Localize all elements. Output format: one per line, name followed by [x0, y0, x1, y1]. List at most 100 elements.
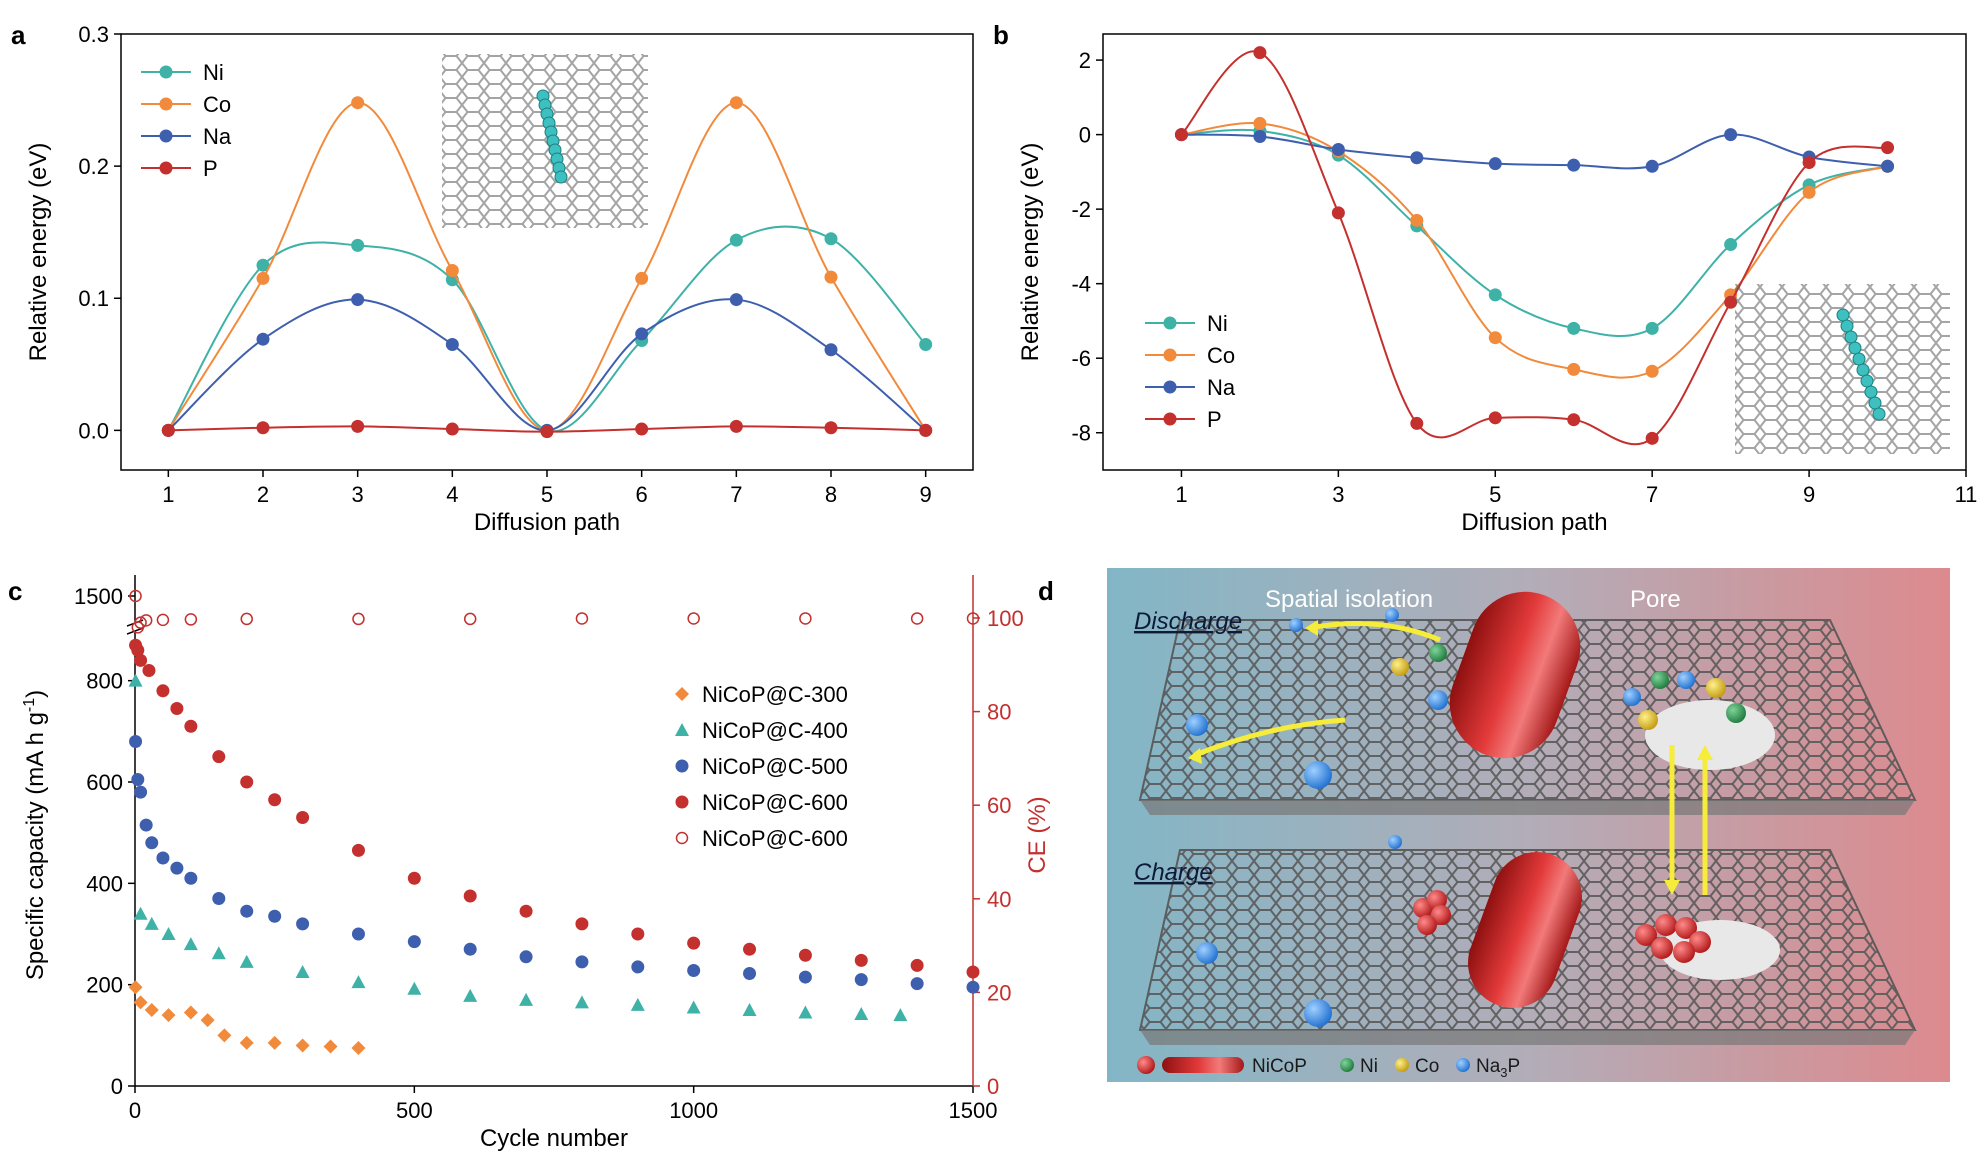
y-tick-label: 800 [86, 669, 123, 694]
data-point-nicop-c-600 [966, 612, 980, 625]
data-point-nicop-c-300 [295, 1038, 310, 1053]
data-point-nicop-c-400 [893, 1008, 908, 1022]
discharge-label: Discharge [1134, 608, 1242, 635]
diffusion-arrow [1194, 717, 1346, 758]
data-point-nicop-c-300 [267, 1035, 282, 1050]
data-point-nicop-c-500 [798, 970, 812, 984]
inset-atom [1840, 319, 1854, 333]
y-tick-label: -8 [1071, 421, 1091, 446]
legend-marker [159, 129, 173, 143]
data-point-nicop-c-600 [463, 889, 477, 903]
x-axis-label: Diffusion path [1461, 509, 1607, 536]
data-point-nicop-c-500 [687, 963, 701, 977]
data-point-nicop-c-600 [170, 702, 184, 716]
legend-nicop-label: NiCoP [1252, 1056, 1307, 1077]
y-tick-label: 0 [1079, 123, 1091, 148]
legend-label: NiCoP@C-600 [702, 826, 848, 851]
data-point-p [635, 422, 649, 436]
data-point-nicop-c-500 [184, 871, 198, 885]
series-line-na [1181, 133, 1888, 170]
x-tick-label: 8 [825, 482, 837, 507]
data-point-p [1881, 141, 1895, 155]
data-point-nicop-c-300 [351, 1041, 366, 1055]
data-point-p [540, 425, 554, 439]
data-point-nicop-c-600 [631, 927, 645, 941]
data-point-nicop-c-600 [798, 948, 812, 962]
graphene-edge-lower [1140, 1030, 1915, 1045]
inset-atom [1856, 363, 1870, 377]
data-point-nicop-c-600 [134, 616, 147, 629]
data-point-nicop-c-400 [798, 1005, 813, 1019]
y2-tick-label: 40 [987, 887, 1011, 912]
data-point-co [445, 263, 459, 277]
data-point-nicop-c-400 [574, 995, 589, 1009]
data-point-na [1881, 159, 1895, 173]
x-tick-label: 1500 [949, 1098, 998, 1123]
inset-atom [1864, 385, 1878, 399]
data-point-nicop-c-500 [407, 935, 421, 949]
data-point-nicop-c-500 [519, 950, 533, 964]
legend-co-ball [1395, 1058, 1409, 1072]
data-point-nicop-c-500 [631, 960, 645, 974]
data-point-p [729, 419, 743, 433]
x-tick-label: 4 [446, 482, 458, 507]
data-point-nicop-c-600 [407, 871, 421, 885]
data-point-p [1567, 413, 1581, 427]
y-tick-label: 0.2 [78, 154, 109, 179]
data-point-na [824, 343, 838, 357]
graphene-inset [442, 54, 648, 228]
data-point-na [729, 293, 743, 307]
na3p-ball [1196, 942, 1218, 964]
data-point-nicop-c-500 [129, 734, 143, 748]
data-point-nicop-c-500 [575, 955, 589, 969]
data-point-na [1724, 128, 1738, 142]
legend-marker [675, 831, 689, 845]
data-point-nicop-c-500 [463, 942, 477, 956]
legend-nicop-ball [1137, 1056, 1155, 1074]
y2-tick-label: 80 [987, 700, 1011, 725]
data-point-na [1331, 143, 1345, 157]
data-point-na [1253, 129, 1267, 143]
data-point-na [256, 332, 270, 346]
data-point-nicop-c-500 [134, 785, 148, 799]
data-point-nicop-c-400 [295, 965, 310, 978]
nicop-rod-lower [1468, 852, 1582, 1008]
legend-label: NiCoP@C-600 [702, 790, 848, 815]
data-point-p [919, 423, 933, 437]
y-axis-label: Specific capacity (mA h g-1) [21, 690, 49, 980]
y2-tick-label: 20 [987, 980, 1011, 1005]
na3p-ball [1388, 835, 1402, 849]
y2-tick-label: 0 [987, 1074, 999, 1099]
data-point-co [729, 96, 743, 110]
co-ball [1638, 710, 1658, 730]
x-axis-label: Cycle number [480, 1125, 628, 1152]
data-point-ni [351, 238, 365, 252]
y-tick-label: 400 [86, 871, 123, 896]
pore-label: Pore [1630, 586, 1681, 613]
series-line-na [167, 298, 927, 432]
data-point-p [256, 421, 270, 435]
y-tick-label: 0.0 [78, 418, 109, 443]
data-point-p [824, 421, 838, 435]
data-point-ni [256, 258, 270, 272]
plot-frame [1102, 33, 1967, 471]
legend-marker [1163, 380, 1177, 394]
data-point-nicop-c-500 [131, 772, 145, 786]
data-point-nicop-c-300 [217, 1028, 232, 1043]
arrowhead [1305, 620, 1318, 636]
na3p-ball [1428, 690, 1448, 710]
legend-ni-label: Ni [1360, 1056, 1378, 1077]
data-point-na [1410, 151, 1424, 165]
x-tick-label: 6 [636, 482, 648, 507]
na3p-ball [1385, 608, 1399, 622]
legend-label: Co [1207, 343, 1235, 368]
legend-ni-ball [1340, 1058, 1354, 1072]
data-point-nicop-c-600 [134, 653, 148, 667]
data-point-nicop-c-600 [910, 958, 924, 972]
x-tick-label: 3 [352, 482, 364, 507]
y-axis-label: Relative energy (eV) [25, 143, 52, 362]
legend-marker [1163, 412, 1177, 426]
data-point-nicop-c-600 [156, 613, 170, 627]
data-point-nicop-c-600 [854, 953, 868, 967]
data-point-co [1488, 331, 1502, 345]
